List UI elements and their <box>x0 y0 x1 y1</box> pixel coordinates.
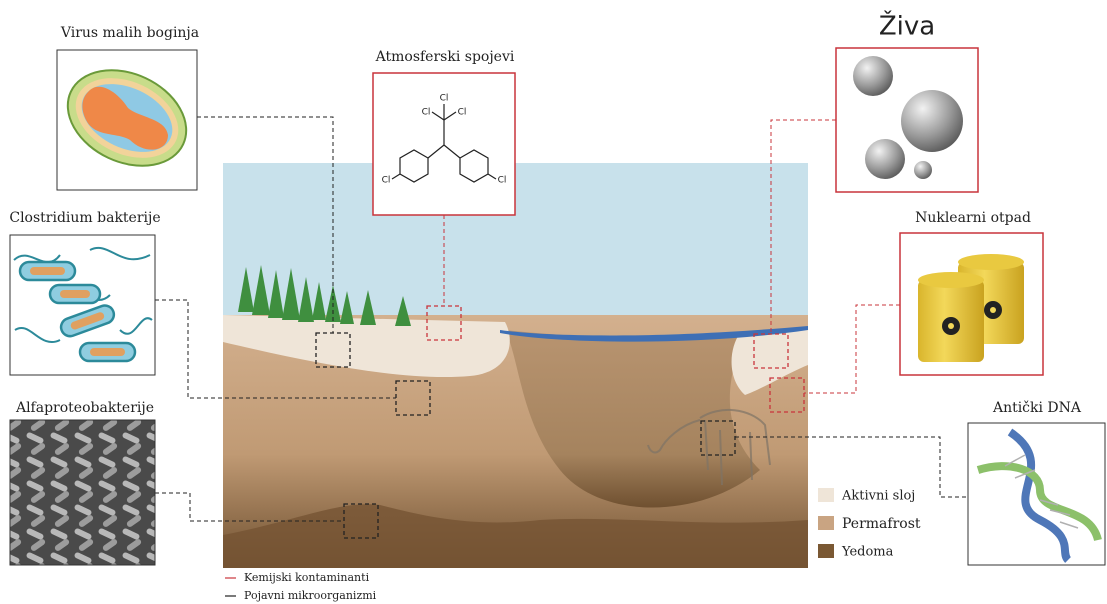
alpha-panel: Alfaproteobakterije <box>10 400 155 565</box>
decoration <box>914 161 932 179</box>
panel-label: Antički DNA <box>992 400 1082 416</box>
mercury-panel: Živa <box>836 10 978 193</box>
panel-label: Virus malih boginja <box>60 25 199 41</box>
legend-label: Yedoma <box>841 545 894 560</box>
decoration <box>60 290 90 298</box>
swatch <box>818 544 834 558</box>
virus-panel: Virus malih boginja <box>52 25 202 190</box>
decoration <box>10 420 155 565</box>
clostridium-panel: Clostridium bakterije <box>9 210 160 375</box>
decoration <box>804 305 900 393</box>
decoration <box>865 139 905 179</box>
legend-label: Permafrost <box>842 516 921 532</box>
decoration <box>948 323 954 329</box>
panel-label: Nuklearni otpad <box>915 210 1031 226</box>
panel-label: Alfaproteobakterije <box>15 400 154 416</box>
decoration <box>990 307 996 313</box>
swatch <box>818 516 834 530</box>
decoration <box>30 267 65 275</box>
atom-label: Cl <box>440 94 449 104</box>
dna-panel: Antički DNA <box>968 400 1105 565</box>
decoration <box>901 90 963 152</box>
scene <box>223 163 808 568</box>
decoration <box>853 56 893 96</box>
decoration <box>958 254 1024 270</box>
decoration <box>90 348 125 356</box>
panel-label: Živa <box>879 10 935 42</box>
legend-label: Pojavni mikroorganizmi <box>244 589 377 602</box>
line-legend: Kemijski kontaminanti Pojavni mikroorgan… <box>225 571 377 602</box>
nuclear-panel: Nuklearni otpad <box>900 210 1043 375</box>
atom-label: Cl <box>458 108 467 118</box>
legend-label: Aktivni sloj <box>841 489 915 504</box>
layer-legend: Aktivni sloj Permafrost Yedoma <box>818 488 921 560</box>
legend-label: Kemijski kontaminanti <box>244 571 370 584</box>
atom-label: Cl <box>498 176 507 186</box>
diagram: Virus malih boginja Cl Cl Cl Cl Cl Atmos… <box>0 0 1107 604</box>
decoration <box>918 272 984 288</box>
atom-label: Cl <box>382 176 391 186</box>
panel-label: Clostridium bakterije <box>9 210 160 226</box>
atom-label: Cl <box>422 108 431 118</box>
panel-label: Atmosferski spojevi <box>375 49 515 65</box>
swatch <box>818 488 834 502</box>
atmospheric-panel: Cl Cl Cl Cl Cl Atmosferski spojevi <box>373 49 515 215</box>
